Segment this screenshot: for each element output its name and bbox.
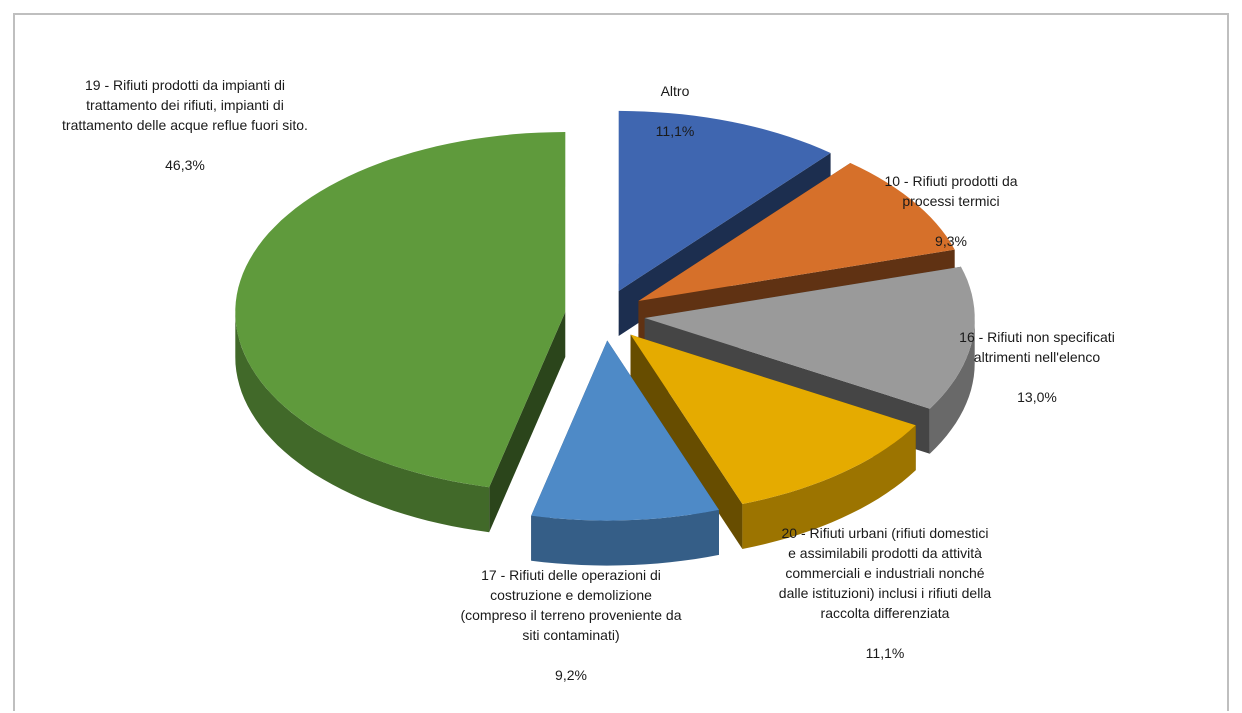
label-cer10: 10 - Rifiuti prodotti da processi termic… [861, 151, 1041, 271]
label-altro: Altro 11,1% [615, 61, 735, 161]
label-percent: 11,1% [615, 121, 735, 141]
label-percent: 46,3% [61, 155, 309, 175]
label-percent: 9,2% [457, 665, 685, 685]
label-name: 19 - Rifiuti prodotti da impianti di tra… [61, 75, 309, 135]
label-cer20: 20 - Rifiuti urbani (rifiuti domestici e… [777, 503, 993, 683]
chart-frame: Altro 11,1% 10 - Rifiuti prodotti da pro… [13, 13, 1229, 711]
label-name: 16 - Rifiuti non specificati altrimenti … [933, 327, 1141, 367]
label-cer19: 19 - Rifiuti prodotti da impianti di tra… [61, 55, 309, 195]
label-name: Altro [615, 81, 735, 101]
label-percent: 9,3% [861, 231, 1041, 251]
label-percent: 13,0% [933, 387, 1141, 407]
label-name: 10 - Rifiuti prodotti da processi termic… [861, 171, 1041, 211]
label-name: 17 - Rifiuti delle operazioni di costruz… [457, 565, 685, 645]
label-name: 20 - Rifiuti urbani (rifiuti domestici e… [777, 523, 993, 623]
label-cer16: 16 - Rifiuti non specificati altrimenti … [933, 307, 1141, 427]
label-cer17: 17 - Rifiuti delle operazioni di costruz… [457, 545, 685, 705]
label-percent: 11,1% [777, 643, 993, 663]
